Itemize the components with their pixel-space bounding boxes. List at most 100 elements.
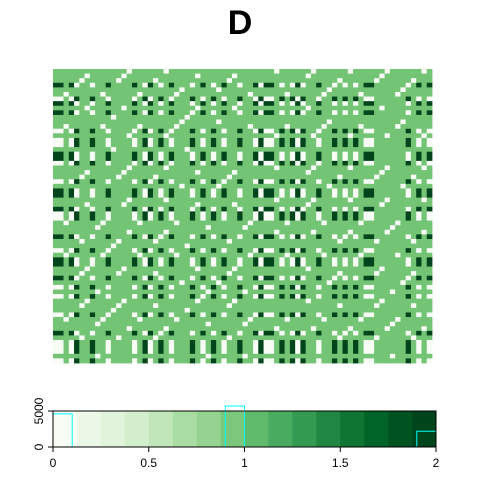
heatmap-cell xyxy=(126,197,133,203)
heatmap-cell xyxy=(53,335,59,341)
heatmap-cell xyxy=(226,275,233,281)
heatmap-cell xyxy=(337,69,343,74)
heatmap-cell xyxy=(84,234,91,240)
heatmap-cell xyxy=(110,82,117,88)
heatmap-cell xyxy=(263,317,270,323)
heatmap-cell xyxy=(216,151,222,157)
heatmap-cell xyxy=(158,193,164,199)
heatmap-cell xyxy=(258,340,264,346)
heatmap-cell xyxy=(53,303,59,309)
heatmap-cell xyxy=(258,78,264,84)
heatmap-cell xyxy=(279,353,286,359)
heatmap-cell xyxy=(247,298,254,304)
heatmap-cell xyxy=(358,294,364,300)
heatmap-cell xyxy=(253,114,259,120)
heatmap-cell xyxy=(326,206,333,212)
heatmap-cell xyxy=(184,137,191,143)
heatmap-cell xyxy=(326,298,333,304)
heatmap-cell xyxy=(189,294,196,300)
heatmap-cell xyxy=(237,165,243,171)
heatmap-cell xyxy=(326,174,333,180)
heatmap-cell xyxy=(216,133,222,139)
heatmap-cell xyxy=(184,243,191,249)
heatmap-cell xyxy=(237,252,243,258)
heatmap-cell xyxy=(231,128,238,134)
heatmap-cell xyxy=(247,197,254,203)
heatmap-cell xyxy=(421,225,428,231)
heatmap-cell xyxy=(379,225,386,231)
heatmap-cell xyxy=(95,110,101,116)
heatmap-cell xyxy=(116,96,122,102)
heatmap-cell xyxy=(95,225,101,231)
heatmap-cell xyxy=(268,96,275,102)
heatmap-cell xyxy=(389,170,396,176)
heatmap-cell xyxy=(58,358,64,364)
heatmap-cell xyxy=(205,252,212,258)
heatmap-cell xyxy=(121,124,128,130)
heatmap-cell xyxy=(321,211,328,217)
heatmap-cell xyxy=(168,124,175,130)
heatmap-cell xyxy=(231,101,238,107)
heatmap-cell xyxy=(358,110,364,116)
heatmap-cell xyxy=(142,225,149,231)
heatmap-cell xyxy=(231,96,238,102)
heatmap-cell xyxy=(184,271,191,277)
heatmap-cell xyxy=(79,284,85,290)
heatmap-cell xyxy=(105,321,112,327)
heatmap-cell xyxy=(395,229,401,235)
heatmap-cell xyxy=(184,326,191,332)
heatmap-cell xyxy=(163,307,170,313)
heatmap-cell xyxy=(79,307,85,313)
heatmap-cell xyxy=(231,225,238,231)
heatmap-cell xyxy=(121,298,128,304)
heatmap-cell xyxy=(331,229,338,235)
heatmap-cell xyxy=(126,220,133,226)
heatmap-cell xyxy=(226,280,233,286)
heatmap-cell xyxy=(274,128,280,134)
heatmap-cell xyxy=(84,238,91,244)
heatmap-cell xyxy=(353,156,359,162)
heatmap-cell xyxy=(421,330,428,336)
heatmap-cell xyxy=(310,128,317,134)
heatmap-cell xyxy=(110,335,117,341)
heatmap-cell xyxy=(89,193,96,199)
heatmap-cell xyxy=(153,330,159,336)
heatmap-cell xyxy=(116,358,122,364)
heatmap-cell xyxy=(68,271,75,277)
heatmap-cell xyxy=(295,151,301,157)
heatmap-cell xyxy=(163,174,170,180)
heatmap-cell xyxy=(247,275,254,281)
heatmap-cell xyxy=(421,110,428,116)
heatmap-cell xyxy=(363,238,370,244)
heatmap-cell xyxy=(221,133,228,139)
heatmap-cell xyxy=(247,353,254,359)
heatmap-cell xyxy=(79,353,85,359)
heatmap-cell xyxy=(316,137,322,143)
heatmap-cell xyxy=(179,124,185,130)
heatmap-cell xyxy=(142,220,149,226)
heatmap-cell xyxy=(237,156,243,162)
heatmap-cell xyxy=(137,275,143,281)
heatmap-cell xyxy=(268,248,275,254)
heatmap-cell xyxy=(337,110,343,116)
heatmap-cell xyxy=(289,225,296,231)
heatmap-cell xyxy=(105,202,112,208)
heatmap-cell xyxy=(100,294,107,300)
heatmap-cell xyxy=(58,206,64,212)
heatmap-cell xyxy=(131,119,138,125)
heatmap-cell xyxy=(374,119,380,125)
heatmap-cell xyxy=(126,147,133,153)
heatmap-cell xyxy=(174,174,180,180)
heatmap-cell xyxy=(63,216,70,221)
heatmap-cell xyxy=(110,174,117,180)
heatmap-cell xyxy=(305,137,312,143)
heatmap-cell xyxy=(179,326,185,332)
heatmap-cell xyxy=(384,326,391,332)
heatmap-cell xyxy=(84,78,91,84)
heatmap-cell xyxy=(195,82,201,88)
heatmap-cell xyxy=(174,248,180,254)
heatmap-cell xyxy=(68,220,75,226)
heatmap-cell xyxy=(89,330,96,336)
heatmap-cell xyxy=(347,261,354,267)
heatmap-cell xyxy=(137,87,143,93)
